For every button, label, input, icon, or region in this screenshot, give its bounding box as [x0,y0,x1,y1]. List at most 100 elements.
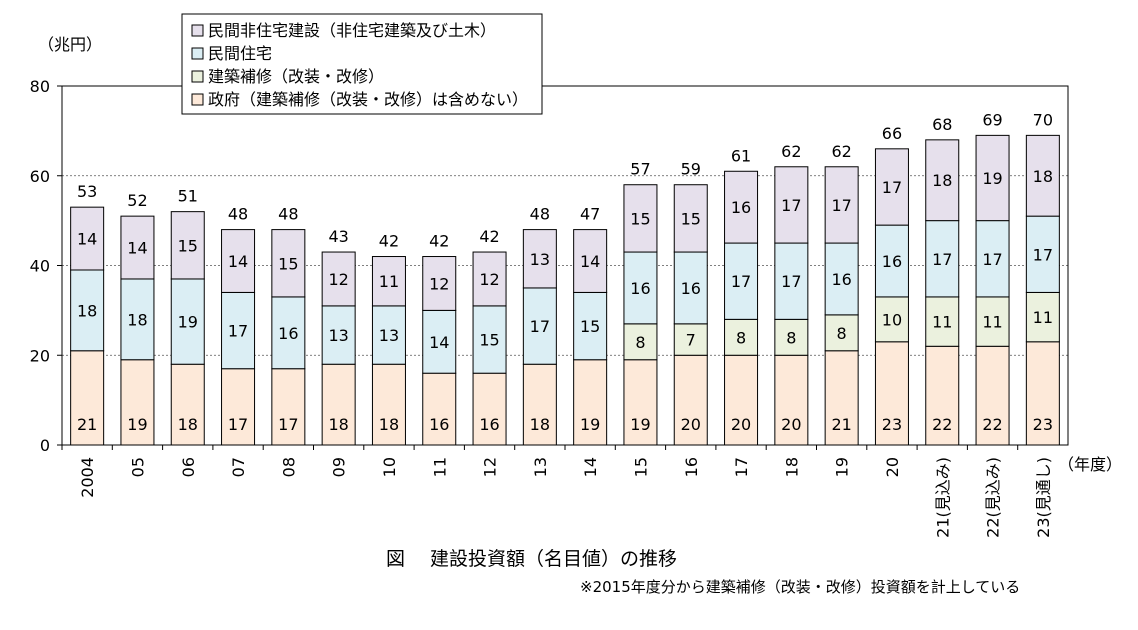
y-tick-label: 40 [30,257,50,276]
segment-value-label: 16 [831,270,851,289]
total-value-label: 70 [1033,110,1053,129]
segment-value-label: 13 [530,250,550,269]
bar-segment [573,291,608,361]
bar-segment [120,278,155,361]
total-value-label: 48 [228,205,248,224]
segment-value-label: 15 [630,209,650,228]
segment-value-label: 17 [781,196,801,215]
segment-value-label: 16 [630,279,650,298]
legend-swatch [191,24,204,37]
bar-segment [975,134,1010,222]
bar-segment [1025,134,1060,217]
bar-segment [824,350,859,446]
segment-value-label: 17 [228,322,248,341]
bar-segment [120,359,155,446]
bar-segment [724,242,759,320]
y-tick-label: 80 [30,77,50,96]
bar-segment [221,229,256,293]
total-value-label: 42 [379,232,399,251]
x-tick-label: 16 [682,457,701,477]
segment-value-label: 7 [686,331,696,350]
segment-value-label: 14 [429,333,449,352]
bar-segment [371,256,406,307]
x-tick-label: 23(見通し) [1034,457,1053,538]
segment-value-label: 12 [479,270,499,289]
segment-value-label: 11 [932,313,952,332]
segment-value-label: 14 [77,230,97,249]
bar-segment [221,291,256,370]
segment-value-label: 16 [479,415,499,434]
x-axis-suffix: （年度） [1058,455,1122,474]
segment-value-label: 11 [379,272,399,291]
chart-title: 図 建設投資額（名目値）の推移 [386,548,677,570]
total-value-label: 59 [681,160,701,179]
segment-value-label: 19 [630,415,650,434]
segment-value-label: 8 [635,333,645,352]
bar-segment [321,363,356,446]
x-tick-label: 2004 [78,457,97,498]
bar-segment [522,229,557,289]
bar-segment [522,363,557,446]
bar-segment [70,350,105,446]
segment-value-label: 21 [831,415,851,434]
bar-segment [925,220,960,298]
segment-value-label: 17 [882,178,902,197]
bar-segment [573,359,608,446]
x-tick-label: 13 [531,457,550,477]
legend-entry: 政府（建築補修（改装・改修）は含めない） [208,90,528,109]
bar-segment [774,166,809,244]
segment-value-label: 23 [1033,415,1053,434]
segment-value-label: 13 [379,326,399,345]
x-tick-label: 18 [782,457,801,477]
segment-value-label: 18 [328,415,348,434]
total-value-label: 69 [982,110,1002,129]
total-value-label: 43 [328,227,348,246]
bar-segment [1025,215,1060,293]
total-value-label: 57 [630,160,650,179]
total-value-label: 53 [77,182,97,201]
segment-value-label: 17 [932,250,952,269]
segment-value-label: 19 [580,415,600,434]
segment-value-label: 12 [328,270,348,289]
bar-segment [874,341,909,446]
bar-segment [472,251,507,307]
segment-value-label: 20 [731,415,751,434]
x-tick-label: 06 [179,457,198,477]
legend-swatch [191,70,204,83]
bar-segment [623,184,658,253]
bars [70,134,1060,446]
axes: 0 20 40 60 80 2004 05 06 07 08 09 10 11 12 13 14 15 16 17 1… [30,77,1069,538]
bar-segment [70,269,105,352]
x-tick-label: 17 [732,457,751,477]
segment-value-label: 14 [228,252,248,271]
bar-segment [371,305,406,365]
legend-box [181,13,543,115]
bar-segment [422,256,457,311]
segment-value-label: 10 [882,310,902,329]
bar-segment [221,368,256,446]
segment-value-label: 22 [982,415,1002,434]
bar-segment [724,170,759,244]
total-value-label: 62 [831,142,851,161]
segment-value-label: 15 [681,209,701,228]
segment-value-label: 17 [1033,245,1053,264]
bar-segment [874,148,909,226]
segment-value-label: 17 [781,272,801,291]
legend-entry: 民間非住宅建設（非住宅建築及び土木） [208,21,496,40]
data-labels: 21 18 14 53 19 18 14 52 18 19 15 51 17 17 14 48 17 16 15 48… [77,110,1053,434]
bar-segment [321,251,356,307]
bar-segment [1025,291,1060,343]
total-value-label: 48 [530,205,550,224]
segment-value-label: 15 [580,317,600,336]
segment-value-label: 17 [530,317,550,336]
segment-value-label: 17 [731,272,751,291]
segment-value-label: 16 [681,279,701,298]
bar-segment [774,318,809,356]
segment-value-label: 12 [429,274,449,293]
segment-value-label: 18 [1033,167,1053,186]
bar-segment [824,166,859,244]
total-value-label: 51 [178,187,198,206]
segment-value-label: 15 [479,331,499,350]
